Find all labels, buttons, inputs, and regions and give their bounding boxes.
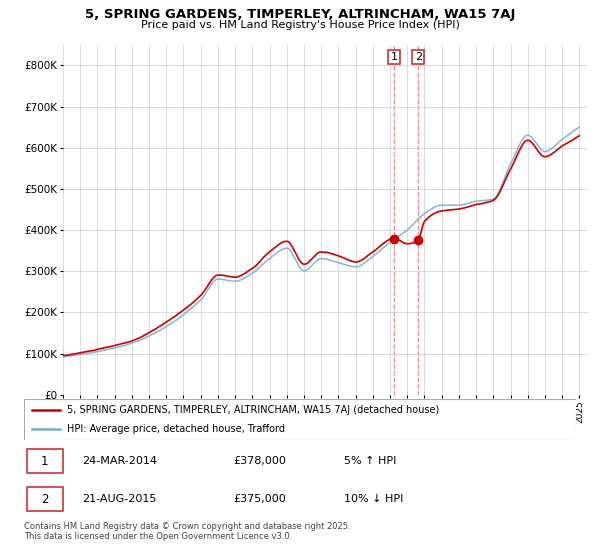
Text: Contains HM Land Registry data © Crown copyright and database right 2025.
This d: Contains HM Land Registry data © Crown c…: [24, 522, 350, 542]
Text: 1: 1: [391, 52, 398, 62]
Text: £378,000: £378,000: [234, 456, 287, 466]
Text: 2: 2: [415, 52, 422, 62]
FancyBboxPatch shape: [24, 399, 576, 440]
Text: 2: 2: [41, 493, 49, 506]
Text: HPI: Average price, detached house, Trafford: HPI: Average price, detached house, Traf…: [67, 424, 285, 433]
Text: 10% ↓ HPI: 10% ↓ HPI: [344, 494, 404, 504]
Text: 24-MAR-2014: 24-MAR-2014: [82, 456, 157, 466]
Text: 21-AUG-2015: 21-AUG-2015: [82, 494, 157, 504]
Text: 1: 1: [41, 455, 49, 468]
Text: Price paid vs. HM Land Registry's House Price Index (HPI): Price paid vs. HM Land Registry's House …: [140, 20, 460, 30]
Text: 5, SPRING GARDENS, TIMPERLEY, ALTRINCHAM, WA15 7AJ (detached house): 5, SPRING GARDENS, TIMPERLEY, ALTRINCHAM…: [67, 405, 439, 415]
Text: 5, SPRING GARDENS, TIMPERLEY, ALTRINCHAM, WA15 7AJ: 5, SPRING GARDENS, TIMPERLEY, ALTRINCHAM…: [85, 8, 515, 21]
Text: £375,000: £375,000: [234, 494, 287, 504]
Text: 5% ↑ HPI: 5% ↑ HPI: [344, 456, 397, 466]
FancyBboxPatch shape: [27, 449, 62, 473]
FancyBboxPatch shape: [27, 487, 62, 511]
